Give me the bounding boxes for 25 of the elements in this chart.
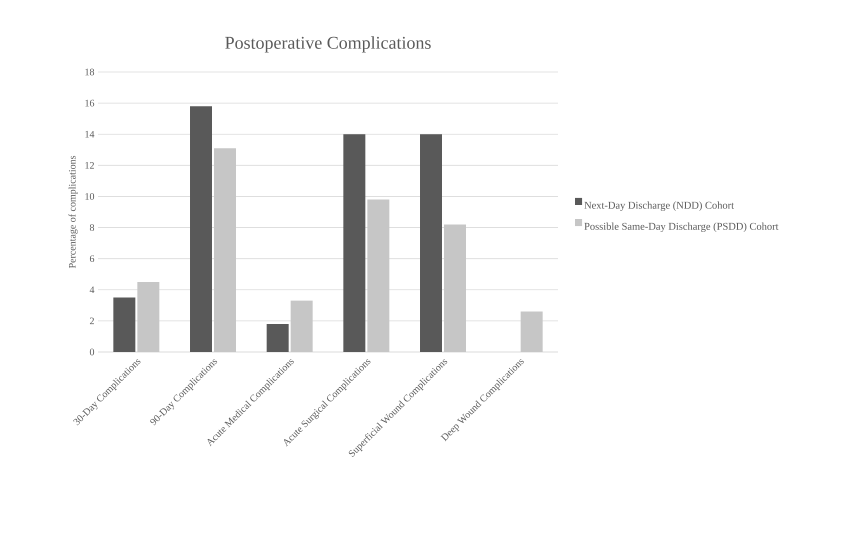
y-tick-label: 6 (90, 255, 94, 262)
legend-label: Possible Same-Day Discharge (PSDD) Cohort (584, 222, 778, 232)
y-tick-label: 14 (85, 130, 94, 138)
bar (367, 200, 390, 352)
bar (444, 224, 466, 352)
bar (266, 324, 289, 352)
y-tick-label: 4 (90, 286, 94, 294)
legend-label: Next-Day Discharge (NDD) Cohort (584, 201, 734, 211)
y-tick-label: 10 (85, 193, 94, 200)
bar (420, 134, 442, 352)
bar (214, 148, 236, 352)
y-tick-label: 0 (90, 348, 94, 356)
y-tick-label: 2 (90, 318, 94, 324)
y-tick-label: 16 (85, 100, 94, 106)
bar (343, 134, 366, 352)
y-tick-label: 8 (90, 224, 94, 231)
y-tick-label: 12 (85, 162, 94, 169)
y-axis-title: Percentage of complications (68, 156, 78, 268)
chart-title: Postoperative Complications (225, 36, 431, 52)
bar (290, 300, 313, 352)
bar (520, 312, 543, 352)
bar (137, 282, 160, 352)
bar (190, 106, 212, 352)
y-tick-label: 18 (85, 68, 94, 76)
bar (113, 298, 136, 352)
